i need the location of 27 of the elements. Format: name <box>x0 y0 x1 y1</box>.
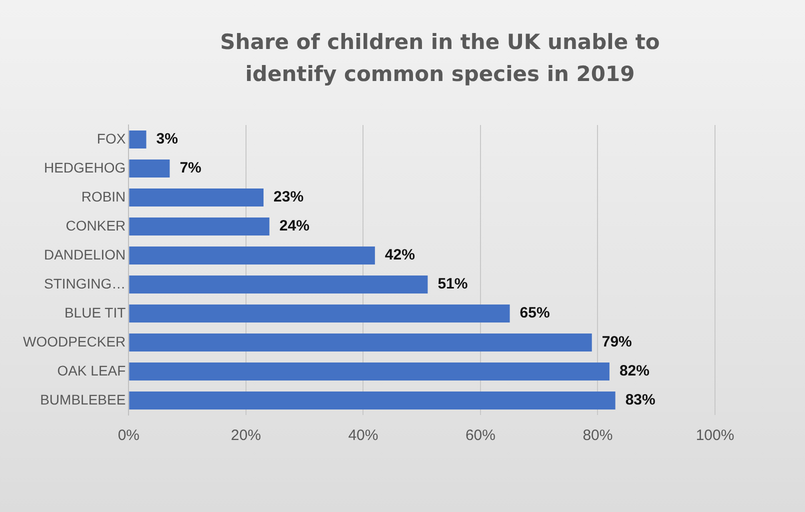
y-tick-label: DANDELION <box>44 246 126 262</box>
data-label: 7% <box>180 160 202 177</box>
y-tick-label: BLUE TIT <box>64 304 126 320</box>
y-tick-label: CONKER <box>66 217 126 234</box>
x-tick-label: 80% <box>582 427 613 444</box>
x-tick-label: 0% <box>118 427 140 444</box>
y-tick-label: HEDGEHOG <box>44 159 126 176</box>
data-label: 23% <box>274 188 304 206</box>
data-label: 79% <box>602 334 632 351</box>
x-tick-label: 40% <box>348 427 378 444</box>
y-tick-label: ROBIN <box>81 188 126 204</box>
x-tick-label: 20% <box>230 427 261 444</box>
data-label: 83% <box>625 392 656 409</box>
chart-title: Share of children in the UK unable to identify common species in 2019 <box>219 29 661 88</box>
y-tick-label: FOX <box>96 130 126 146</box>
x-tick-label: 60% <box>465 427 496 444</box>
data-label: 42% <box>384 246 415 264</box>
y-tick-label: OAK LEAF <box>57 362 126 378</box>
data-label: 51% <box>438 276 468 293</box>
data-label: 24% <box>279 218 310 235</box>
data-label: 65% <box>520 304 550 322</box>
data-label: 82% <box>619 362 650 380</box>
y-tick-label: STINGING… <box>44 275 126 292</box>
y-tick-label: WOODPECKER <box>22 333 126 350</box>
y-tick-label: BUMBLEBEE <box>40 391 126 408</box>
x-tick-label: 100% <box>696 427 734 444</box>
data-label: 3% <box>156 130 178 148</box>
